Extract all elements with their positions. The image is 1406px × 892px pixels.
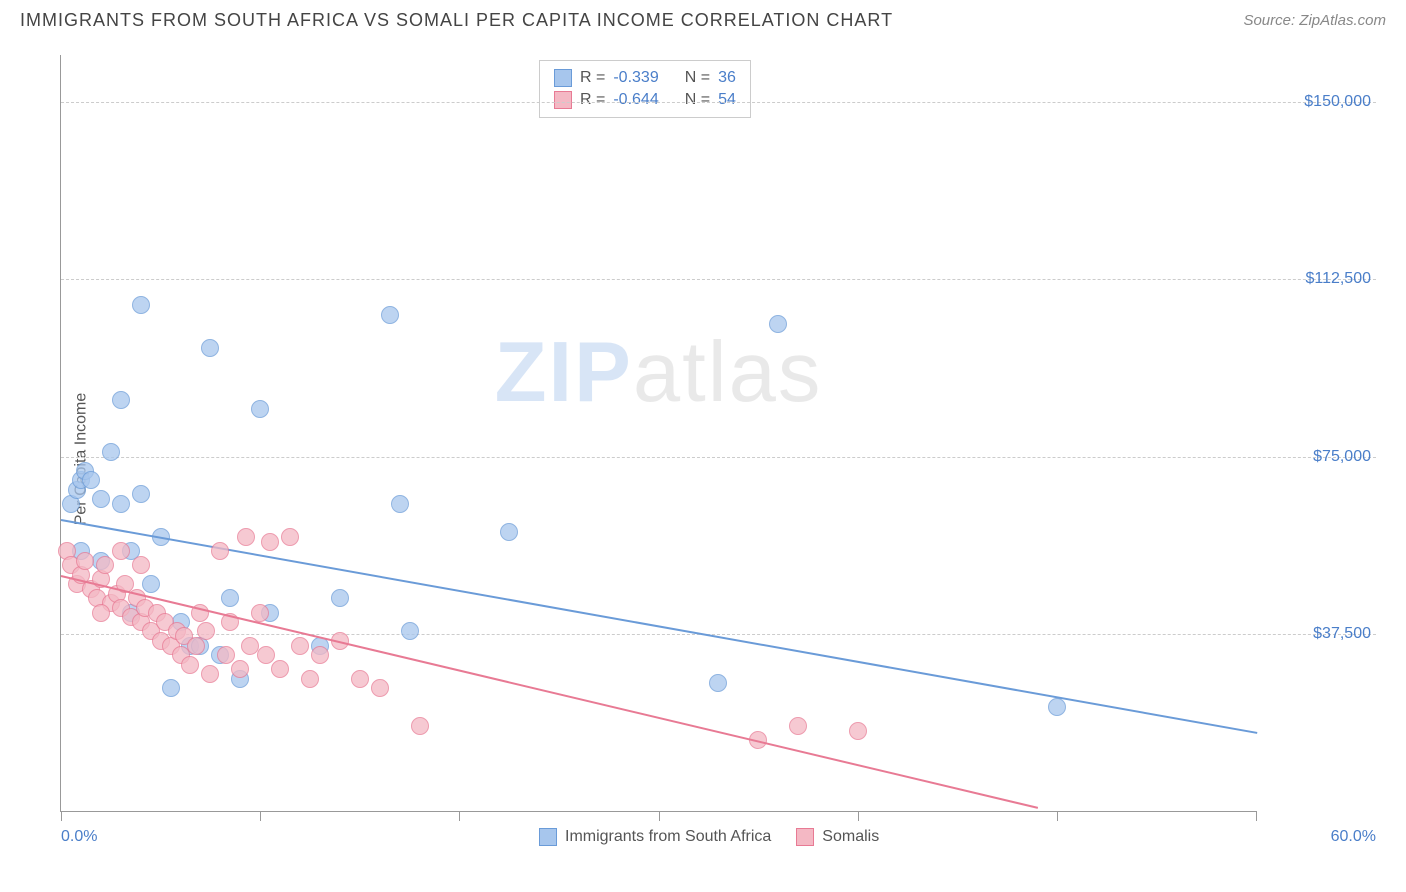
x-tick [1057, 811, 1058, 821]
chart-title: IMMIGRANTS FROM SOUTH AFRICA VS SOMALI P… [20, 10, 893, 31]
data-point [311, 646, 329, 664]
data-point [211, 542, 229, 560]
data-point [92, 604, 110, 622]
data-point [132, 296, 150, 314]
data-point [769, 315, 787, 333]
legend-swatch [554, 69, 572, 87]
legend-n-value: 54 [718, 91, 736, 109]
data-point [500, 523, 518, 541]
data-point [197, 622, 215, 640]
data-point [331, 589, 349, 607]
x-tick [1256, 811, 1257, 821]
y-tick-label: $75,000 [1313, 448, 1371, 466]
series-legend-item: Somalis [796, 828, 879, 846]
data-point [112, 542, 130, 560]
data-point [102, 443, 120, 461]
legend-r-label: R = [580, 91, 605, 109]
data-point [132, 556, 150, 574]
data-point [112, 391, 130, 409]
data-point [142, 575, 160, 593]
data-point [351, 670, 369, 688]
gridline [61, 634, 1376, 635]
data-point [709, 674, 727, 692]
trendline [61, 519, 1257, 734]
data-point [132, 485, 150, 503]
data-point [261, 533, 279, 551]
data-point [381, 306, 399, 324]
data-point [112, 495, 130, 513]
legend-n-value: 36 [718, 69, 736, 87]
x-tick [260, 811, 261, 821]
data-point [96, 556, 114, 574]
data-point [271, 660, 289, 678]
legend-r-value: -0.339 [613, 69, 658, 87]
data-point [217, 646, 235, 664]
legend-row: R = -0.644 N = 54 [554, 89, 736, 111]
x-tick [61, 811, 62, 821]
correlation-legend: R = -0.339 N = 36 R = -0.644 N = 54 [539, 60, 751, 118]
data-point [92, 490, 110, 508]
chart-container: Per Capita Income ZIPatlas 0.0% 60.0% R … [50, 55, 1376, 862]
data-point [301, 670, 319, 688]
legend-swatch [796, 828, 814, 846]
legend-row: R = -0.339 N = 36 [554, 67, 736, 89]
chart-header: IMMIGRANTS FROM SOUTH AFRICA VS SOMALI P… [0, 0, 1406, 36]
y-tick-label: $150,000 [1304, 93, 1371, 111]
data-point [251, 400, 269, 418]
data-point [401, 622, 419, 640]
gridline [61, 457, 1376, 458]
data-point [82, 471, 100, 489]
watermark: ZIPatlas [495, 324, 823, 422]
gridline [61, 279, 1376, 280]
legend-n-label: N = [685, 69, 710, 87]
data-point [291, 637, 309, 655]
data-point [849, 722, 867, 740]
series-name: Immigrants from South Africa [565, 828, 771, 846]
x-axis-max-label: 60.0% [1331, 828, 1376, 846]
legend-r-label: R = [580, 69, 605, 87]
legend-swatch [539, 828, 557, 846]
data-point [281, 528, 299, 546]
data-point [162, 679, 180, 697]
data-point [221, 589, 239, 607]
x-tick [659, 811, 660, 821]
data-point [181, 656, 199, 674]
x-tick [459, 811, 460, 821]
x-axis-min-label: 0.0% [61, 828, 97, 846]
y-tick-label: $37,500 [1313, 625, 1371, 643]
plot-area: ZIPatlas 0.0% 60.0% R = -0.339N = 36R = … [60, 55, 1256, 812]
series-name: Somalis [822, 828, 879, 846]
data-point [789, 717, 807, 735]
data-point [391, 495, 409, 513]
legend-n-label: N = [685, 91, 710, 109]
data-point [251, 604, 269, 622]
series-legend-item: Immigrants from South Africa [539, 828, 771, 846]
series-legend: Immigrants from South Africa Somalis [539, 828, 879, 846]
data-point [411, 717, 429, 735]
data-point [201, 339, 219, 357]
trendline [61, 575, 1038, 809]
data-point [201, 665, 219, 683]
x-tick [858, 811, 859, 821]
y-tick-label: $112,500 [1305, 270, 1371, 288]
data-point [237, 528, 255, 546]
gridline [61, 102, 1376, 103]
data-point [1048, 698, 1066, 716]
data-point [257, 646, 275, 664]
legend-swatch [554, 91, 572, 109]
legend-r-value: -0.644 [613, 91, 658, 109]
data-point [371, 679, 389, 697]
chart-source: Source: ZipAtlas.com [1243, 12, 1386, 29]
data-point [76, 552, 94, 570]
data-point [231, 660, 249, 678]
